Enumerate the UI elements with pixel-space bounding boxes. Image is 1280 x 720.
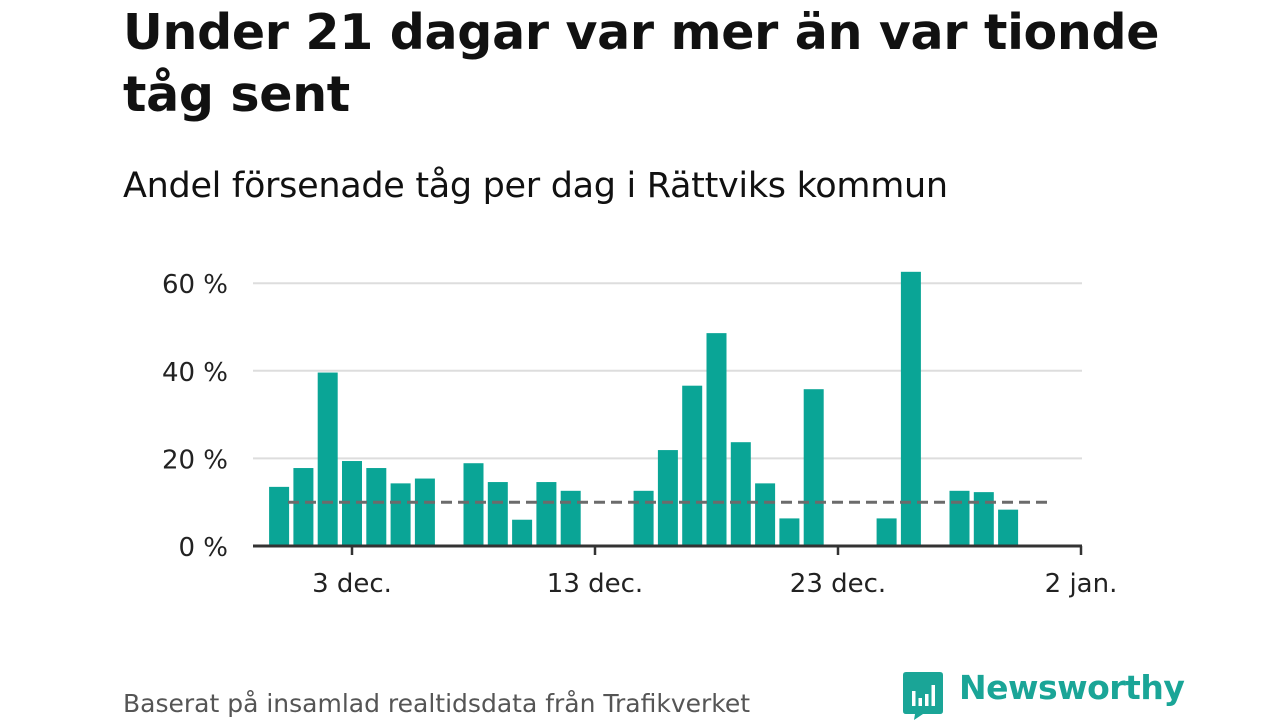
x-tick-label: 3 dec. <box>312 569 392 599</box>
chart-title: Under 21 dagar var mer än var tionde tåg… <box>123 4 1160 123</box>
newsworthy-chart-bubble-icon <box>903 672 943 720</box>
bar <box>730 442 751 546</box>
y-tick-label: 60 % <box>162 270 228 300</box>
bar <box>487 482 508 546</box>
bar <box>803 389 824 546</box>
y-tick-label: 0 % <box>178 533 228 563</box>
x-tick-label: 23 dec. <box>790 569 886 599</box>
x-axis <box>253 544 1083 555</box>
newsworthy-logo-text: Newsworthy <box>959 668 1185 707</box>
bar <box>657 450 678 546</box>
bar <box>682 385 703 546</box>
grid-lines <box>253 282 1082 460</box>
bar <box>414 478 435 546</box>
bar <box>463 463 484 546</box>
bar <box>876 518 897 546</box>
bar <box>998 509 1019 546</box>
bar <box>633 490 654 546</box>
bar-series <box>269 271 1019 546</box>
y-tick-label: 40 % <box>162 358 228 388</box>
source-note: Baserat på insamlad realtidsdata från Tr… <box>123 689 751 718</box>
x-axis-tick-labels: 3 dec. 13 dec. 23 dec. 2 jan. <box>312 569 1117 599</box>
chart-subtitle: Andel försenade tåg per dag i Rättviks k… <box>123 166 948 206</box>
bar <box>755 483 776 546</box>
bar <box>342 461 362 546</box>
bar <box>512 519 533 546</box>
y-tick-label: 20 % <box>162 445 228 475</box>
bar <box>973 492 994 546</box>
x-tick-label: 13 dec. <box>547 569 643 599</box>
bar <box>560 490 581 546</box>
bar <box>390 483 411 546</box>
x-tick-label: 2 jan. <box>1045 569 1118 599</box>
bar <box>900 271 921 546</box>
bar <box>706 333 727 546</box>
bar <box>269 486 290 546</box>
bar <box>366 468 387 546</box>
bar <box>949 490 970 546</box>
bar <box>536 482 557 546</box>
y-axis-tick-labels: 0 % 20 % 40 % 60 % <box>162 270 228 563</box>
bar <box>293 468 314 546</box>
bar <box>779 518 800 546</box>
bar <box>317 372 338 546</box>
